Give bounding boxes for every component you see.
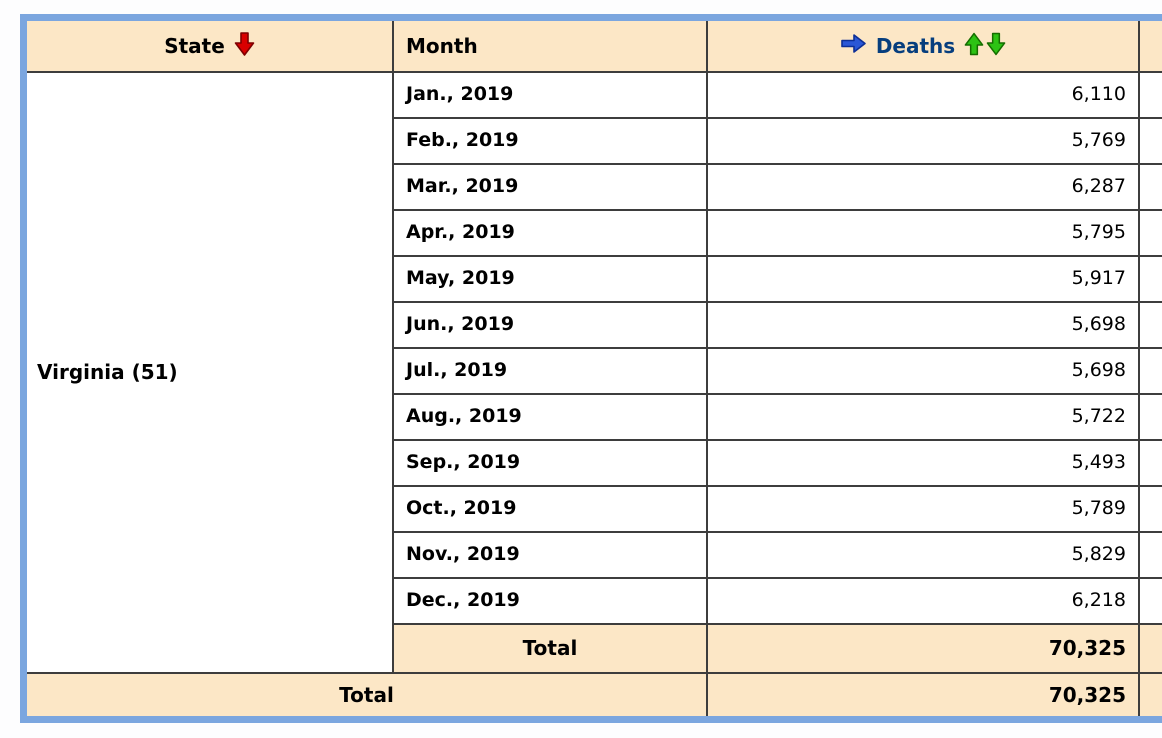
- extra-cell: [1139, 486, 1162, 533]
- state-column-header: State: [27, 21, 394, 73]
- month-cell: Nov., 2019: [393, 532, 708, 579]
- month-cell: Jan., 2019: [393, 72, 708, 119]
- deaths-value-cell: 5,698: [707, 348, 1140, 395]
- extra-cell: [1139, 164, 1162, 211]
- deaths-value-cell: 5,829: [707, 532, 1140, 579]
- sort-descending-red-arrow-icon: [234, 31, 255, 62]
- month-cell: Oct., 2019: [393, 486, 708, 533]
- month-cell: Feb., 2019: [393, 118, 708, 165]
- extra-column-header: [1139, 21, 1162, 73]
- table-row: Apr., 2019 5,795: [27, 210, 1162, 257]
- extra-cell: [1139, 302, 1162, 349]
- extra-cell: [1139, 624, 1162, 674]
- sort-ascending-green-arrow-icon[interactable]: [964, 31, 984, 62]
- month-column-label: Month: [406, 33, 478, 58]
- extra-cell: [1139, 532, 1162, 579]
- deaths-column-header: Deaths: [707, 21, 1140, 73]
- deaths-value-cell: 5,722: [707, 394, 1140, 441]
- month-cell: Aug., 2019: [393, 394, 708, 441]
- state-total-label-cell: Total: [393, 624, 708, 674]
- table-row: May, 2019 5,917: [27, 256, 1162, 303]
- state-column-label: State: [164, 33, 225, 58]
- table-row: Aug., 2019 5,722: [27, 394, 1162, 441]
- extra-cell: [1139, 440, 1162, 487]
- table-row: Nov., 2019 5,829: [27, 532, 1162, 579]
- extra-cell: [1139, 256, 1162, 303]
- extra-cell: [1139, 210, 1162, 257]
- state-total-deaths-cell: 70,325: [707, 624, 1140, 674]
- extra-cell: [1139, 348, 1162, 395]
- sort-descending-green-arrow-icon[interactable]: [986, 31, 1006, 62]
- month-cell: Jul., 2019: [393, 348, 708, 395]
- deaths-by-state-month-table: State Month: [27, 21, 1162, 716]
- deaths-value-cell: 6,218: [707, 578, 1140, 625]
- deaths-value-cell: 5,493: [707, 440, 1140, 487]
- state-total-row: Total 70,325: [27, 624, 1162, 674]
- month-cell: Sep., 2019: [393, 440, 708, 487]
- month-cell: Jun., 2019: [393, 302, 708, 349]
- state-name-cell: Virginia (51): [27, 72, 394, 674]
- table-row: Jul., 2019 5,698: [27, 348, 1162, 395]
- month-cell: Apr., 2019: [393, 210, 708, 257]
- deaths-value-cell: 6,110: [707, 72, 1140, 119]
- extra-cell: [1139, 72, 1162, 119]
- deaths-value-cell: 5,789: [707, 486, 1140, 533]
- table-row: Sep., 2019 5,493: [27, 440, 1162, 487]
- table-row: Feb., 2019 5,769: [27, 118, 1162, 165]
- deaths-value-cell: 5,795: [707, 210, 1140, 257]
- grand-total-row: Total 70,325: [27, 673, 1162, 716]
- grand-total-deaths-cell: 70,325: [707, 673, 1140, 716]
- extra-cell: [1139, 578, 1162, 625]
- extra-cell: [1139, 394, 1162, 441]
- table-row: Jun., 2019 5,698: [27, 302, 1162, 349]
- table-row: Oct., 2019 5,789: [27, 486, 1162, 533]
- blue-arrow-right-icon: [840, 33, 867, 59]
- deaths-value-cell: 5,917: [707, 256, 1140, 303]
- header-row: State Month: [27, 21, 1162, 73]
- results-table-container: State Month: [20, 14, 1162, 723]
- table-row: Virginia (51) Jan., 2019 6,110: [27, 72, 1162, 674]
- month-cell: Mar., 2019: [393, 164, 708, 211]
- extra-cell: [1139, 673, 1162, 716]
- table-row: Dec., 2019 6,218: [27, 578, 1162, 625]
- extra-cell: [1139, 118, 1162, 165]
- deaths-value-cell: 6,287: [707, 164, 1140, 211]
- grand-total-label-cell: Total: [27, 673, 708, 716]
- month-cell: Dec., 2019: [393, 578, 708, 625]
- deaths-column-label: Deaths: [875, 33, 956, 58]
- deaths-value-cell: 5,698: [707, 302, 1140, 349]
- month-column-header: Month: [393, 21, 708, 73]
- deaths-value-cell: 5,769: [707, 118, 1140, 165]
- month-cell: May, 2019: [393, 256, 708, 303]
- table-row: Mar., 2019 6,287: [27, 164, 1162, 211]
